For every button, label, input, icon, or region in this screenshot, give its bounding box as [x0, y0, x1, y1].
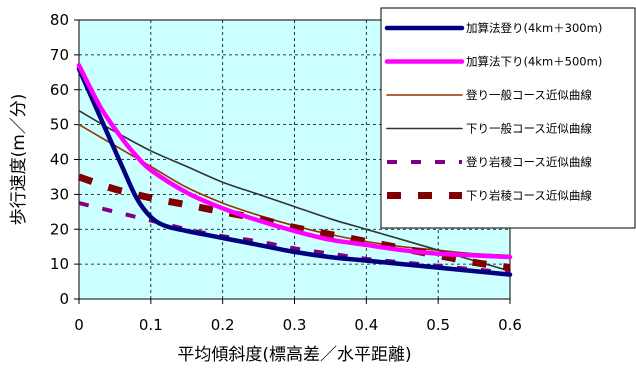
- x-tick-label: 0.3: [283, 316, 307, 334]
- legend-label: 下り岩稜コース近似曲線: [466, 189, 592, 203]
- legend-label: 登り岩稜コース近似曲線: [466, 155, 592, 169]
- x-tick-label: 0.2: [211, 316, 235, 334]
- x-tick-label: 0: [74, 316, 84, 334]
- x-tick-label: 0.6: [498, 316, 522, 334]
- series-line-2: [76, 63, 513, 260]
- y-tick-label: 70: [50, 46, 69, 64]
- series-line-6: [77, 173, 511, 272]
- y-tick-label: 50: [50, 116, 69, 134]
- x-axis-title: 平均傾斜度(標高差／水平距離): [177, 345, 411, 365]
- y-tick-label: 60: [50, 81, 69, 99]
- y-tick-label: 40: [50, 151, 69, 169]
- legend: 加算法登り(4km＋300m) 加算法下り(4km＋500m) 登り一般コース近似曲…: [380, 7, 636, 229]
- y-tick-label: 80: [50, 11, 69, 29]
- legend-label: 下り一般コース近似曲線: [466, 122, 592, 136]
- y-tick-labels: 0 10 20 30 40 50 60 70 80: [50, 11, 69, 308]
- series-line-4: [78, 109, 511, 272]
- series-layer: [76, 63, 513, 277]
- y-tick-label: 0: [59, 290, 69, 308]
- legend-label: 登り一般コース近似曲線: [466, 88, 592, 102]
- legend-label: 加算法登り(4km＋300m): [466, 21, 602, 35]
- y-tick-label: 20: [50, 220, 69, 238]
- y-tick-label: 30: [50, 185, 69, 203]
- x-tick-label: 0.5: [426, 316, 450, 334]
- x-tick-label: 0.1: [139, 316, 163, 334]
- x-tick-label: 0.4: [354, 316, 378, 334]
- legend-label: 加算法下り(4km＋500m): [466, 55, 602, 69]
- series-line-1: [76, 66, 513, 277]
- legend-box: [380, 7, 636, 229]
- x-tick-labels: 0 0.1 0.2 0.3 0.4 0.5 0.6: [74, 316, 522, 334]
- y-tick-label: 10: [50, 255, 69, 273]
- y-axis-title: 歩行速度(m／分): [9, 94, 29, 226]
